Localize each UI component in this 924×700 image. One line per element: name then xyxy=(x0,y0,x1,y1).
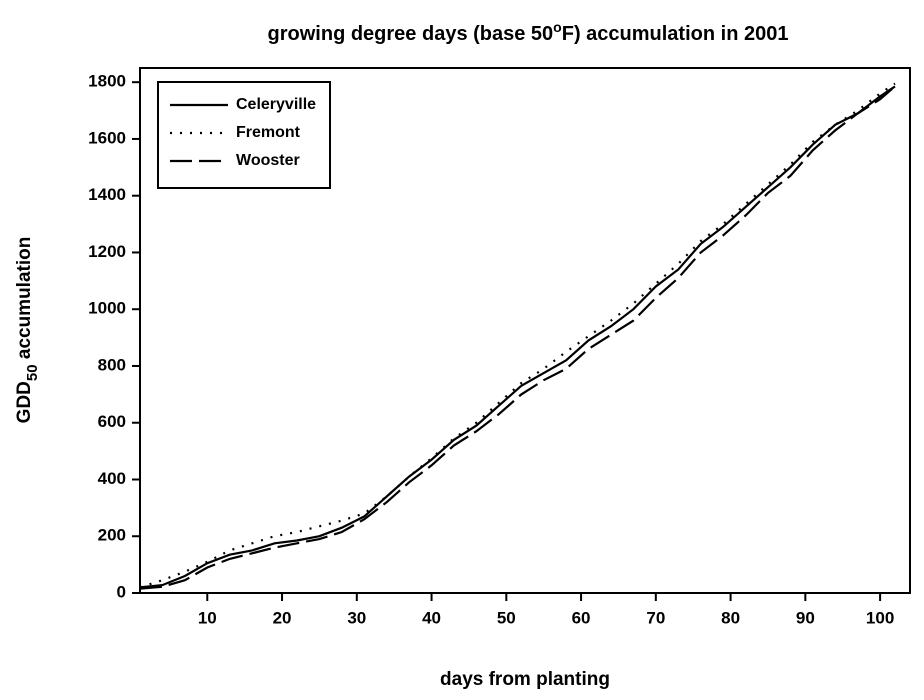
y-tick-label: 1200 xyxy=(88,242,126,261)
y-tick-label: 800 xyxy=(98,355,126,374)
legend-box xyxy=(157,81,331,189)
title-superscript: o xyxy=(553,19,562,35)
x-tick-label: 100 xyxy=(866,608,894,627)
y-tick-label: 1600 xyxy=(88,128,126,147)
x-tick-label: 60 xyxy=(572,608,591,627)
legend-label: Wooster xyxy=(236,152,300,169)
y-label-subscript: 50 xyxy=(24,364,41,381)
series-line xyxy=(139,85,896,590)
y-tick-label: 200 xyxy=(98,526,126,545)
legend-label: Fremont xyxy=(236,124,301,141)
series-line xyxy=(139,82,896,589)
y-tick-label: 0 xyxy=(117,582,126,601)
x-tick-label: 80 xyxy=(721,608,740,627)
x-tick-label: 10 xyxy=(198,608,217,627)
legend-label: Celeryville xyxy=(236,96,316,113)
title-text: F) accumulation in 2001 xyxy=(562,23,789,45)
x-axis-label: days from planting xyxy=(440,669,610,690)
y-tick-label: 1000 xyxy=(88,299,126,318)
chart-title: growing degree days (base 50oF) accumula… xyxy=(268,19,789,45)
title-text: growing degree days (base 50 xyxy=(268,23,554,45)
y-axis-label: GDD50 accumulation xyxy=(14,237,41,424)
y-label-text: accumulation xyxy=(14,237,35,365)
y-label-text: GDD xyxy=(14,381,35,423)
x-tick-label: 30 xyxy=(347,608,366,627)
y-tick-label: 1400 xyxy=(88,185,126,204)
x-tick-label: 20 xyxy=(273,608,292,627)
x-tick-label: 40 xyxy=(422,608,441,627)
y-tick-label: 1800 xyxy=(88,72,126,91)
x-tick-label: 70 xyxy=(646,608,665,627)
y-tick-label: 600 xyxy=(98,412,126,431)
y-tick-label: 400 xyxy=(98,469,126,488)
x-tick-label: 50 xyxy=(497,608,516,627)
plot-frame xyxy=(139,67,911,594)
x-tick-label: 90 xyxy=(796,608,815,627)
series-line xyxy=(139,85,896,589)
